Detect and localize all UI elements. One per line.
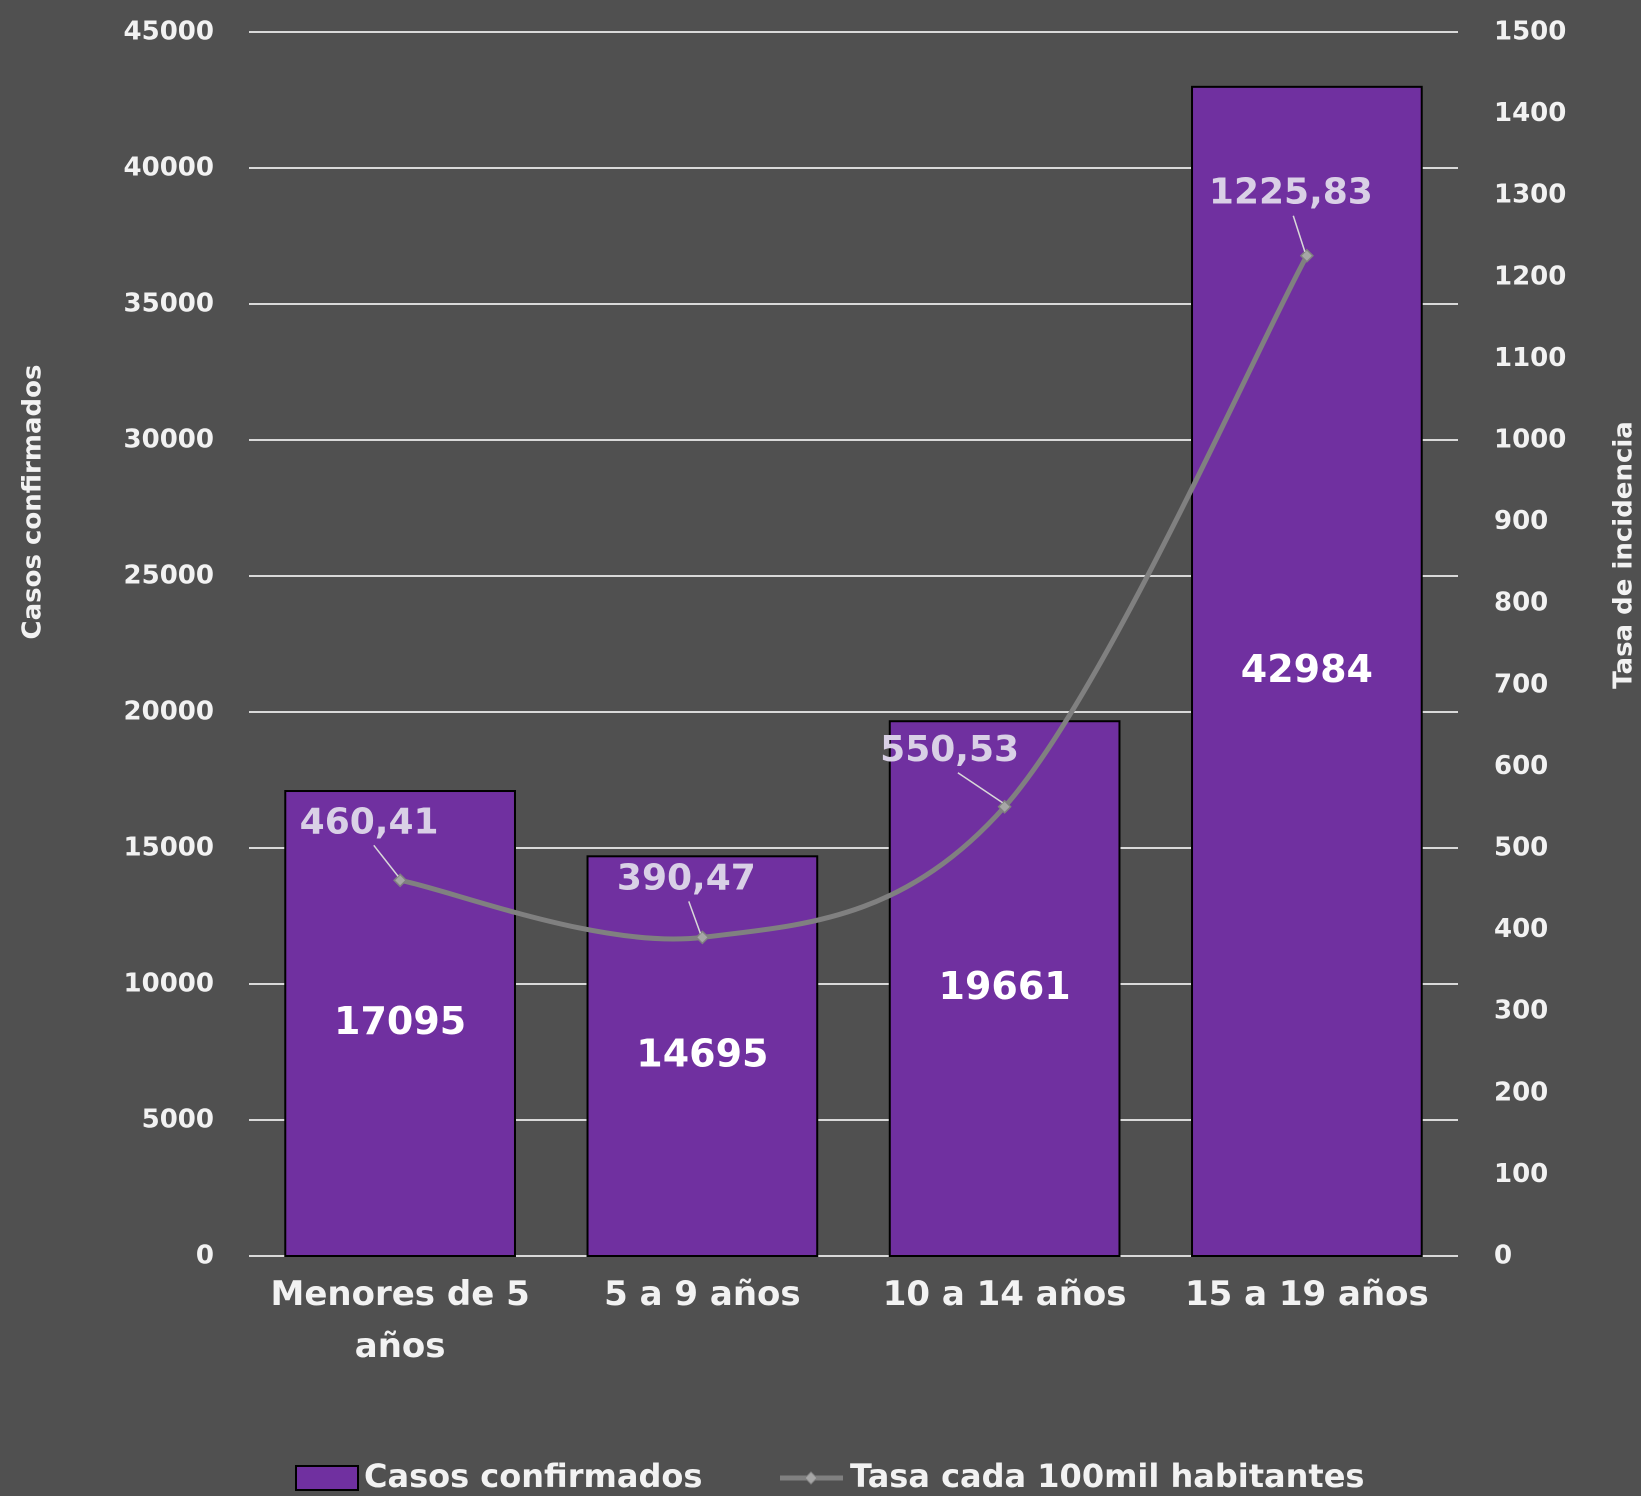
y-tick-label: 35000	[124, 289, 214, 319]
y2-tick-label: 400	[1494, 914, 1548, 944]
y2-tick-label: 1000	[1494, 425, 1566, 455]
y-tick-label: 40000	[124, 153, 214, 183]
y-tick-label: 0	[196, 1241, 214, 1271]
y2-tick-label: 0	[1494, 1241, 1512, 1271]
y2-tick-label: 100	[1494, 1159, 1548, 1189]
y2-tick-label: 500	[1494, 833, 1548, 863]
y2-tick-label: 300	[1494, 996, 1548, 1026]
legend-label: Casos confirmados	[364, 1457, 702, 1495]
y2-tick-label: 700	[1494, 669, 1548, 699]
bar-value-label: 19661	[939, 964, 1071, 1008]
y-axis-title: Casos confirmados	[18, 365, 48, 640]
line-marker	[695, 930, 710, 945]
leader-line	[1292, 215, 1306, 252]
bar-value-label: 14695	[636, 1032, 768, 1076]
y2-tick-label: 1400	[1494, 98, 1566, 128]
line-value-label: 390,47	[617, 857, 756, 898]
x-tick-label: 5 a 9 años	[604, 1274, 801, 1314]
y2-tick-label: 600	[1494, 751, 1548, 781]
y2-tick-label: 1100	[1494, 343, 1566, 373]
leader-line	[688, 901, 702, 934]
y2-axis-title: Tasa de incidencia	[1609, 421, 1639, 689]
y2-tick-label: 900	[1494, 506, 1548, 536]
bar	[284, 790, 516, 1257]
bar	[586, 855, 819, 1258]
y-tick-label: 45000	[124, 17, 214, 47]
x-tick-label: Menores de 5 años	[270, 1274, 530, 1366]
x-tick-label: 15 a 19 años	[1184, 1274, 1429, 1314]
y2-tick-label: 1200	[1494, 261, 1566, 291]
line	[399, 254, 1310, 942]
line-marker	[1299, 248, 1314, 263]
line-value-label: 460,41	[300, 801, 439, 842]
legend-marker	[804, 1471, 818, 1485]
y2-tick-label: 1300	[1494, 180, 1566, 210]
bar-value-label: 17095	[334, 999, 466, 1043]
y-tick-label: 5000	[142, 1105, 214, 1135]
leader-line	[373, 844, 399, 877]
y2-tick-label: 800	[1494, 588, 1548, 618]
line-marker	[997, 799, 1012, 814]
bar	[1191, 85, 1423, 1257]
y2-tick-label: 1500	[1494, 17, 1566, 47]
line-value-label: 1225,83	[1209, 172, 1373, 213]
legend-label: Tasa cada 100mil habitantes	[850, 1457, 1364, 1495]
bar-value-label: 42984	[1241, 647, 1373, 691]
y-tick-label: 30000	[124, 425, 214, 455]
line-value-label: 550,53	[880, 729, 1019, 770]
legend-swatch	[295, 1465, 359, 1491]
y-tick-label: 15000	[124, 833, 214, 863]
y-tick-label: 10000	[124, 969, 214, 999]
x-tick-label: 10 a 14 años	[882, 1274, 1127, 1314]
y2-tick-label: 200	[1494, 1077, 1548, 1107]
y-tick-label: 25000	[124, 561, 214, 591]
leader-line	[957, 772, 1004, 804]
y-tick-label: 20000	[124, 697, 214, 727]
line-marker	[393, 873, 408, 888]
